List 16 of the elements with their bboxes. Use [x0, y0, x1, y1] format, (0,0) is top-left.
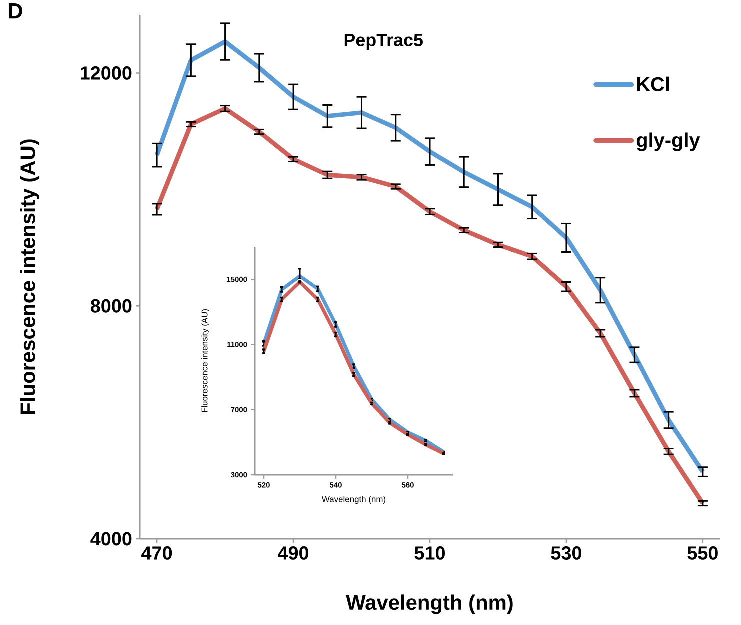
x-tick-label: 490 [278, 546, 309, 560]
x-tick-label: 470 [142, 546, 172, 560]
x-tick-label: 550 [688, 546, 718, 560]
y-tick-label: 8000 [90, 299, 132, 313]
x-tick-label: 530 [551, 546, 582, 560]
y-axis-title: Fluorescence intensity (AU) [202, 310, 210, 412]
legend-label: gly-gly [636, 132, 700, 152]
x-axis-title: Wavelength (nm) [322, 496, 386, 504]
text: D [8, 4, 22, 19]
y-tick-label: 12000 [81, 66, 132, 80]
legend-label: KCl [637, 76, 670, 92]
x-tick-label: 510 [414, 546, 446, 560]
y-axis-title: Fluorescence intensity (AU) [20, 140, 40, 414]
y-tick-label: 4000 [90, 532, 132, 546]
text: PepTrac5 [344, 34, 423, 50]
x-axis-title: Wavelength (nm) [346, 594, 513, 614]
